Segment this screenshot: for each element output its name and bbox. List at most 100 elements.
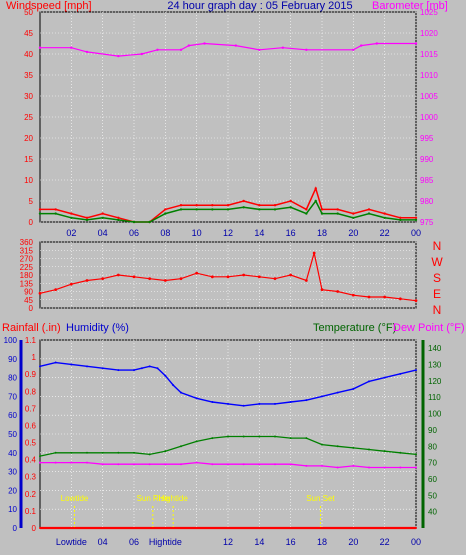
data-point [352, 446, 355, 449]
direction-tick: 270 [20, 255, 34, 264]
data-point [54, 451, 57, 454]
data-point [101, 451, 104, 454]
data-point [352, 212, 355, 215]
data-point [242, 435, 245, 438]
data-point [399, 218, 402, 222]
x-tick-label: 10 [192, 228, 202, 238]
data-point [258, 435, 261, 438]
plot1-x-tick-labels: 02 04 06 08 10 12 14 16 18 20 22 00 [66, 228, 421, 238]
annotation-label: Hightide [158, 494, 188, 503]
data-point [289, 206, 292, 209]
data-point [281, 46, 285, 49]
x-tick-label: 04 [98, 228, 108, 238]
x-tick-label: 02 [66, 228, 76, 238]
data-point [148, 365, 151, 368]
direction-point [148, 277, 152, 281]
data-point [368, 466, 370, 469]
data-point [172, 384, 175, 387]
data-point [314, 187, 317, 190]
data-point [399, 451, 402, 454]
x-tick-label: 20 [348, 537, 358, 547]
x-tick-label: 18 [317, 228, 327, 238]
data-point [86, 451, 88, 454]
rain-tick-labels: 0 0.1 0.2 0.3 0.4 0.5 0.6 0.7 0.8 0.9 1 1.1 [25, 336, 37, 533]
x-tick-label: 16 [286, 537, 296, 547]
data-point [179, 204, 183, 207]
direction-point [132, 275, 136, 279]
data-point [227, 402, 229, 405]
data-point [86, 365, 88, 368]
data-point [258, 204, 261, 207]
data-point [258, 402, 261, 405]
humidity-tick: 40 [8, 449, 17, 458]
data-point [336, 212, 339, 215]
x-tick-label: 06 [129, 537, 139, 547]
data-point [367, 212, 371, 215]
direction-point [336, 290, 340, 293]
direction-point [320, 288, 324, 292]
temperature-tick: 140 [428, 344, 442, 353]
humidity-tick: 50 [8, 430, 17, 439]
x-tick-label: 20 [348, 228, 358, 238]
rain-tick: 0.8 [25, 387, 37, 396]
rain-tick: 1.1 [25, 336, 37, 345]
direction-point [257, 275, 261, 279]
windspeed-tick: 15 [24, 155, 33, 164]
data-point [274, 402, 276, 405]
x-tick-label: 22 [380, 537, 390, 547]
temperature-tick: 90 [428, 426, 437, 435]
data-point [359, 44, 363, 47]
data-point [368, 448, 370, 451]
data-point [367, 208, 371, 211]
rain-tick: 0.6 [25, 421, 37, 430]
direction-point [289, 273, 293, 277]
temperature-tick: 100 [428, 410, 442, 419]
compass-label: E [433, 287, 441, 301]
direction-tick: 90 [24, 288, 33, 297]
windspeed-tick: 25 [24, 113, 33, 122]
temperature-axis-label: Temperature (°F) [313, 322, 396, 334]
direction-tick: 0 [29, 304, 34, 313]
humidity-tick: 100 [4, 336, 18, 345]
direction-point [383, 295, 387, 299]
x-tick-label: 12 [223, 537, 233, 547]
data-point [242, 404, 245, 407]
data-point [336, 208, 339, 211]
data-point [242, 463, 245, 466]
data-point [117, 54, 120, 58]
data-point [117, 218, 120, 222]
data-point [195, 440, 198, 443]
windspeed-tick-labels: 0 5 10 15 20 25 30 35 40 45 50 [24, 8, 33, 227]
data-point [352, 464, 355, 467]
humidity-tick: 30 [8, 468, 17, 477]
direction-point [179, 277, 183, 281]
series-line [39, 361, 417, 407]
data-point [164, 374, 167, 377]
data-point [383, 376, 386, 379]
rain-tick: 0.4 [25, 456, 37, 465]
direction-tick: 315 [20, 246, 34, 255]
data-point [375, 42, 379, 45]
data-point [70, 363, 73, 366]
direction-tick: 360 [20, 238, 34, 247]
data-point [117, 463, 120, 466]
data-point [54, 361, 57, 364]
humidity-temperature-panel: Rainfall (.in) Humidity (%) Temperature … [2, 322, 465, 547]
rainfall-axis-label: Rainfall (.in) [2, 322, 61, 334]
data-point [352, 216, 355, 219]
data-point [164, 212, 167, 215]
compass-label: N [433, 239, 442, 253]
data-point [258, 48, 261, 51]
data-point [274, 435, 276, 438]
data-point [226, 208, 230, 211]
data-point [203, 42, 206, 45]
data-point [39, 461, 41, 464]
data-point [336, 466, 339, 469]
data-point [39, 365, 41, 368]
data-point [383, 212, 386, 215]
data-point [305, 48, 308, 51]
temperature-tick: 80 [428, 442, 437, 451]
data-point [117, 369, 120, 372]
data-point [289, 401, 292, 404]
